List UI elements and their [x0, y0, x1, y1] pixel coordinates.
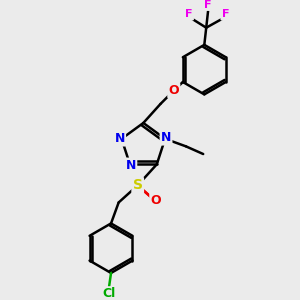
Text: F: F — [221, 9, 229, 19]
Text: F: F — [185, 9, 193, 19]
Text: N: N — [161, 131, 171, 144]
Text: F: F — [204, 0, 212, 10]
Text: S: S — [133, 178, 143, 192]
Text: O: O — [151, 194, 161, 207]
Text: N: N — [126, 159, 136, 172]
Text: Cl: Cl — [103, 287, 116, 300]
Text: O: O — [169, 84, 179, 97]
Text: N: N — [115, 132, 125, 145]
